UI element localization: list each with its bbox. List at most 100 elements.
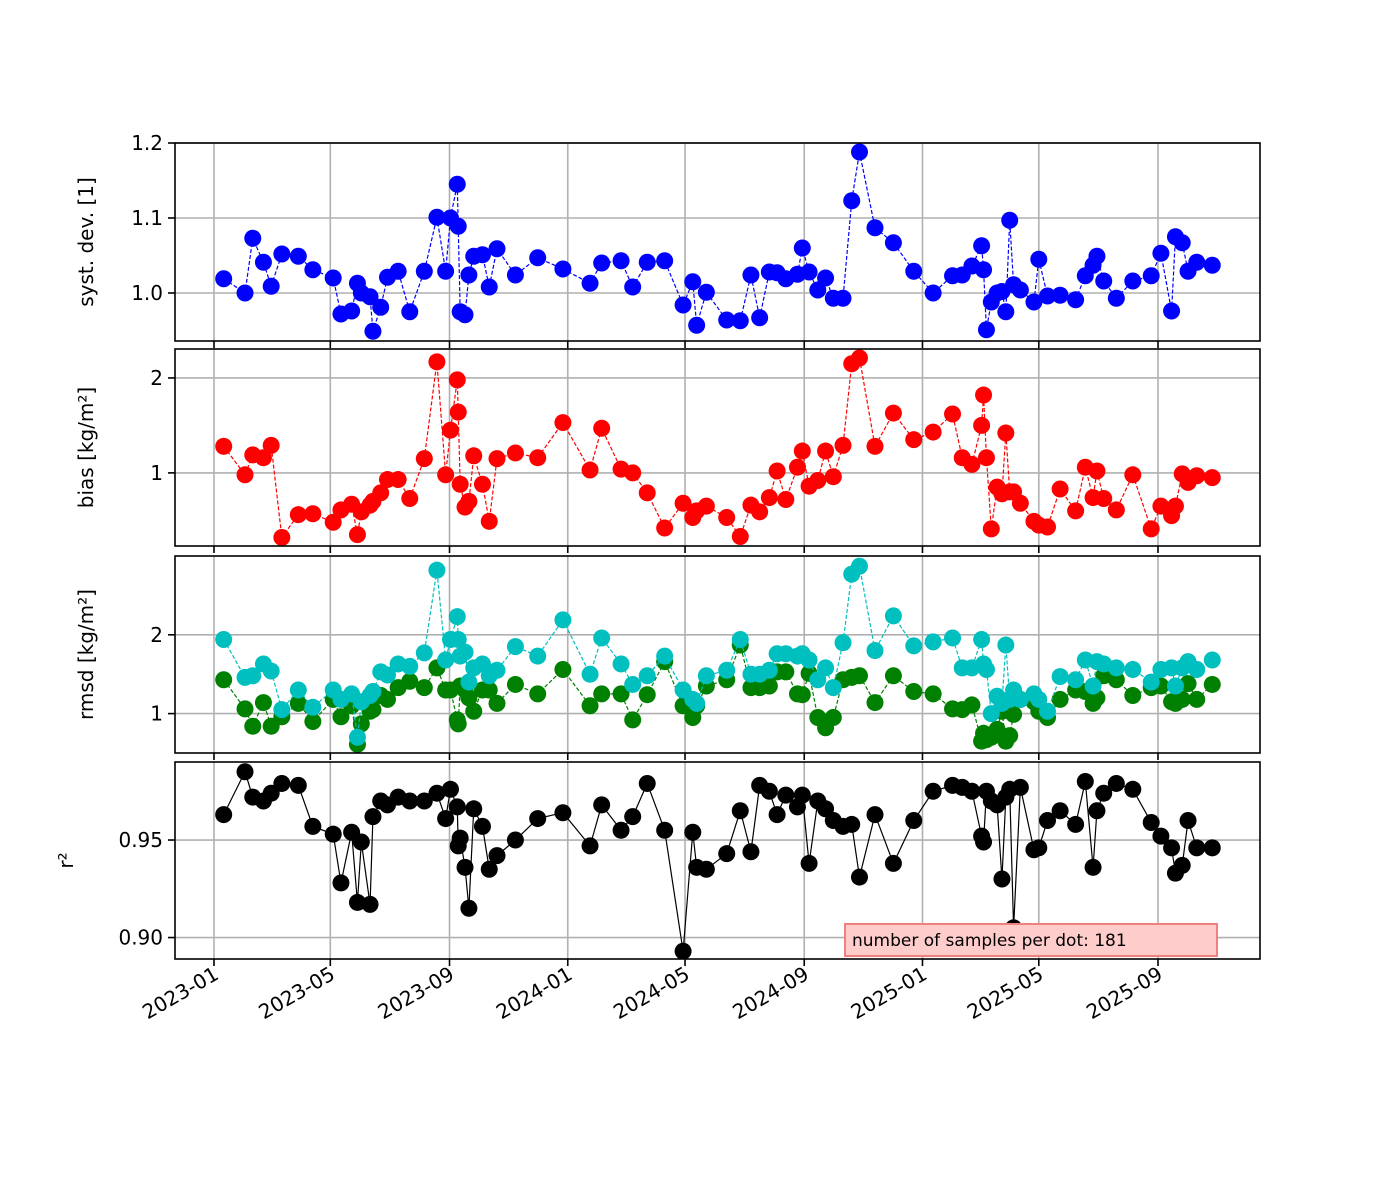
data-point [742, 843, 760, 861]
y-tick-label: 1.2 [131, 131, 163, 155]
data-point [760, 489, 778, 507]
data-point [1163, 839, 1181, 857]
data-point [456, 858, 474, 876]
data-point [473, 817, 491, 835]
data-point [554, 260, 572, 278]
data-point [905, 812, 923, 830]
data-point [273, 774, 291, 792]
data-point [824, 679, 842, 697]
data-point [451, 829, 469, 847]
data-point [1142, 520, 1160, 538]
x-tick-label: 2024-09 [728, 962, 812, 1025]
plot-area [215, 557, 1221, 753]
data-point [1067, 671, 1085, 689]
data-point [817, 269, 835, 287]
data-point [488, 240, 506, 258]
data-point [1203, 675, 1221, 693]
data-point [866, 437, 884, 455]
data-point [401, 490, 419, 508]
x-tick-label: 2025-09 [1082, 962, 1166, 1025]
data-point [1107, 671, 1125, 689]
data-point [777, 786, 795, 804]
data-point [401, 657, 419, 675]
data-point [1173, 234, 1191, 252]
data-point [751, 309, 769, 327]
data-point [529, 685, 547, 703]
data-point [1051, 802, 1069, 820]
data-point [262, 277, 280, 295]
data-point [1124, 466, 1142, 484]
data-point [718, 661, 736, 679]
data-point [273, 245, 291, 263]
data-point [800, 651, 818, 669]
data-point [963, 696, 981, 714]
data-point [448, 175, 466, 193]
data-point [884, 607, 902, 625]
data-point [448, 798, 466, 816]
data-point [1051, 668, 1069, 686]
data-point [656, 647, 674, 665]
data-point [809, 281, 827, 299]
data-point [581, 461, 599, 479]
data-point [817, 659, 835, 677]
data-point [506, 444, 524, 462]
data-point [834, 436, 852, 454]
data-point [674, 942, 692, 959]
data-point [448, 608, 466, 626]
data-point [697, 667, 715, 685]
data-point [389, 471, 407, 489]
data-point [850, 557, 868, 575]
data-point [488, 661, 506, 679]
data-point [1179, 812, 1197, 830]
data-point [1095, 784, 1113, 802]
data-point [1107, 501, 1125, 519]
data-point [884, 854, 902, 872]
data-point [480, 860, 498, 878]
data-point [1142, 813, 1160, 831]
data-point [465, 702, 483, 720]
data-point [656, 252, 674, 270]
data-point [1124, 686, 1142, 704]
data-point [506, 831, 524, 849]
plot-area [215, 143, 1221, 340]
data-point [273, 528, 291, 546]
data-point [451, 475, 469, 493]
data-point [975, 386, 993, 404]
data-point [488, 694, 506, 712]
data-point [924, 633, 942, 651]
panel-frame [174, 555, 1261, 754]
data-point [684, 273, 702, 291]
data-point [843, 192, 861, 210]
x-tick-label: 2025-05 [963, 962, 1047, 1025]
data-point [415, 644, 433, 662]
data-point [236, 284, 254, 302]
data-point [1051, 480, 1069, 498]
data-point [688, 316, 706, 334]
data-point [1152, 827, 1170, 845]
data-point [1188, 467, 1206, 485]
data-point [1039, 702, 1057, 720]
data-point [1084, 858, 1102, 876]
plot-area [215, 763, 1221, 959]
data-point [332, 708, 350, 726]
data-point [593, 685, 611, 703]
data-point [1166, 497, 1184, 515]
data-point [993, 870, 1011, 888]
data-point [529, 249, 547, 267]
data-point [760, 677, 778, 695]
data-point [905, 431, 923, 449]
data-point [1067, 291, 1085, 309]
panel-2: 1 2 bias [kg/m²] [74, 348, 1261, 553]
data-point [437, 651, 455, 669]
data-point [924, 782, 942, 800]
data-point [742, 266, 760, 284]
y-tick-label: 0.90 [118, 926, 163, 950]
data-point [824, 468, 842, 486]
data-point [1011, 690, 1029, 708]
data-point [236, 700, 254, 718]
x-tick-label: 2023-09 [374, 962, 458, 1025]
data-point [460, 492, 478, 510]
data-point [850, 143, 868, 161]
data-point [1030, 690, 1048, 708]
data-point [656, 821, 674, 839]
